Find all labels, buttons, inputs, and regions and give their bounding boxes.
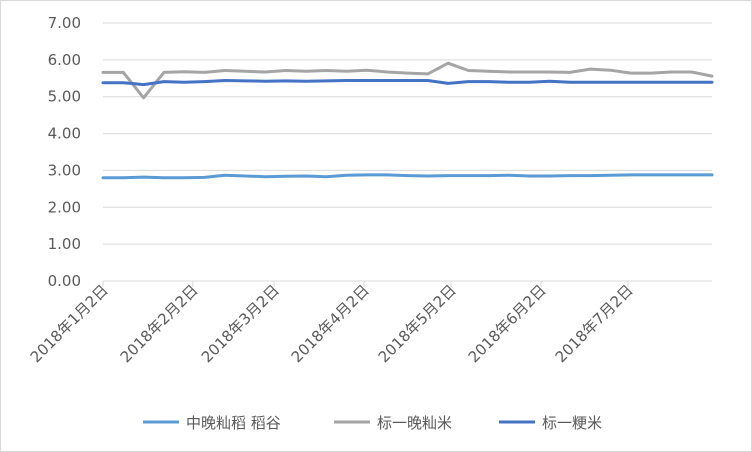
y-tick-label: 1.00 — [48, 235, 81, 253]
series-line-2 — [101, 61, 714, 100]
y-axis: 0.00 1.00 2.00 3.00 4.00 5.00 6.00 7.00 — [48, 14, 81, 290]
x-tick-label: 2018年5月2日 — [375, 281, 460, 366]
y-tick-label: 2.00 — [48, 198, 81, 216]
y-tick-label: 0.00 — [48, 272, 81, 290]
legend-label: 标一粳米 — [542, 414, 602, 432]
y-tick-label: 3.00 — [48, 161, 81, 179]
series-lines — [101, 61, 714, 180]
x-tick-label: 2018年3月2日 — [198, 281, 283, 366]
series-line-1 — [101, 173, 714, 180]
y-tick-label: 4.00 — [48, 125, 81, 143]
legend-label: 中晚籼稻 稻谷 — [186, 414, 281, 432]
y-tick-label: 7.00 — [48, 14, 81, 32]
series-line-3 — [101, 79, 714, 87]
y-tick-label: 6.00 — [48, 51, 81, 69]
x-tick-label: 2018年1月2日 — [27, 281, 112, 366]
x-tick-label: 2018年2月2日 — [117, 281, 202, 366]
legend-label: 标一晚籼米 — [377, 414, 452, 432]
x-tick-label: 2018年6月2日 — [465, 281, 550, 366]
legend: 中晚籼稻 稻谷 标一晚籼米 标一粳米 — [143, 414, 602, 432]
x-tick-label: 2018年4月2日 — [288, 281, 373, 366]
x-tick-label: 2018年7月2日 — [552, 281, 637, 366]
y-tick-label: 5.00 — [48, 88, 81, 106]
gridlines — [103, 22, 712, 245]
